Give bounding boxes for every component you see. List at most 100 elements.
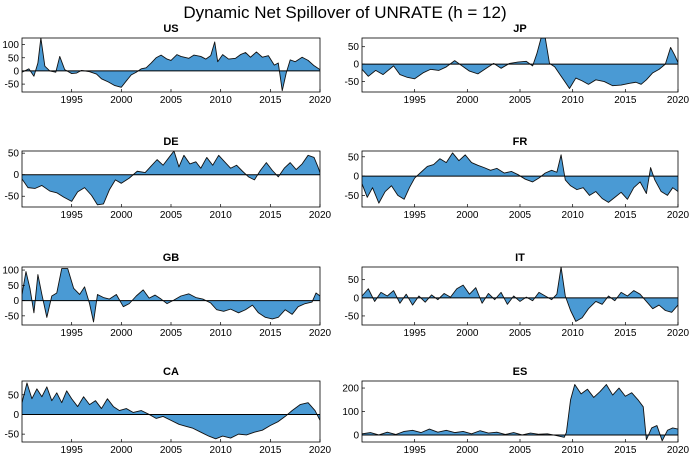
area-fill-it — [362, 267, 678, 322]
x-tick-label-gb: 2015 — [259, 328, 282, 339]
panel-title-es: ES — [513, 366, 528, 378]
y-tick-label-us: 100 — [2, 40, 19, 51]
x-tick-label-it: 1995 — [404, 328, 427, 339]
panel-de: DE -50 0 50 1995 2000 2005 2010 2015 2020 — [5, 136, 332, 221]
y-tick-label-de: 0 — [13, 170, 19, 181]
x-tick-label-es: 2000 — [456, 445, 479, 456]
x-tick-label-ca: 1995 — [61, 445, 84, 456]
area-fill-fr — [362, 152, 678, 204]
plot-area-it — [362, 267, 678, 322]
x-tick-label-de: 2015 — [259, 210, 282, 221]
panel-title-us: US — [163, 23, 178, 35]
x-tick-label-jp: 2000 — [456, 95, 479, 106]
y-tick-label-it: 50 — [348, 275, 360, 286]
area-fill-es — [362, 384, 678, 441]
y-tick-label-fr: 0 — [353, 172, 359, 183]
x-tick-label-es: 2015 — [614, 445, 637, 456]
x-tick-label-es: 2010 — [562, 445, 585, 456]
plot-area-fr — [362, 152, 678, 204]
x-tick-label-jp: 2005 — [509, 95, 532, 106]
x-tick-label-it: 2020 — [667, 328, 690, 339]
panel-us: US -50 0 50 100 1995 2000 2005 2010 2015 2020 — [2, 23, 331, 106]
panel-title-ca: CA — [163, 366, 179, 378]
y-tick-label-fr: 50 — [348, 152, 360, 163]
area-fill-us — [22, 38, 320, 91]
y-tick-label-it: -50 — [345, 311, 360, 322]
x-tick-label-gb: 2010 — [210, 328, 233, 339]
y-tick-label-de: -50 — [5, 192, 20, 203]
x-tick-label-it: 2015 — [614, 328, 637, 339]
y-tick-label-jp: -50 — [345, 77, 360, 88]
x-tick-label-ca: 2015 — [259, 445, 282, 456]
x-tick-label-us: 2010 — [210, 95, 233, 106]
x-tick-label-jp: 2020 — [667, 95, 690, 106]
x-tick-label-ca: 2000 — [110, 445, 133, 456]
y-tick-label-it: 0 — [353, 293, 359, 304]
y-tick-label-jp: 50 — [348, 42, 360, 53]
x-tick-label-de: 2005 — [160, 210, 183, 221]
panel-ca: CA -50 0 50 1995 2000 2005 2010 2015 2020 — [5, 366, 332, 456]
panel-title-gb: GB — [163, 252, 180, 264]
series-line-jp — [362, 38, 678, 89]
y-tick-label-es: 0 — [353, 430, 359, 441]
x-tick-label-fr: 2010 — [562, 210, 585, 221]
area-fill-gb — [22, 268, 320, 322]
x-tick-label-gb: 2005 — [160, 328, 183, 339]
panel-gb: GB -50 0 50 100 1995 2000 2005 2010 2015 2020 — [2, 252, 331, 339]
x-tick-label-ca: 2005 — [160, 445, 183, 456]
x-tick-label-jp: 2015 — [614, 95, 637, 106]
x-tick-label-de: 2000 — [110, 210, 133, 221]
x-tick-label-it: 2010 — [562, 328, 585, 339]
y-tick-label-ca: 0 — [13, 410, 19, 421]
series-line-ca — [22, 382, 320, 440]
x-tick-label-ca: 2010 — [210, 445, 233, 456]
panel-title-jp: JP — [513, 23, 526, 35]
y-tick-label-fr: -50 — [345, 191, 360, 202]
y-tick-label-gb: 50 — [8, 281, 20, 292]
x-tick-label-de: 2010 — [210, 210, 233, 221]
area-fill-ca — [22, 382, 320, 439]
x-tick-label-us: 2015 — [259, 95, 282, 106]
series-line-fr — [362, 152, 678, 204]
x-tick-label-fr: 2020 — [667, 210, 690, 221]
x-tick-label-es: 1995 — [404, 445, 427, 456]
y-tick-label-ca: 50 — [8, 390, 20, 401]
plot-area-es — [362, 384, 678, 442]
y-tick-label-es: 100 — [342, 407, 359, 418]
y-tick-label-us: -50 — [5, 80, 20, 91]
panel-title-it: IT — [515, 252, 525, 264]
y-tick-label-jp: 0 — [353, 60, 359, 71]
plot-area-jp — [362, 38, 678, 89]
panel-jp: JP -50 0 50 1995 2000 2005 2010 2015 2020 — [345, 23, 690, 106]
x-tick-label-gb: 2020 — [309, 328, 332, 339]
x-tick-label-us: 2020 — [309, 95, 332, 106]
x-tick-label-es: 2020 — [667, 445, 690, 456]
x-tick-label-it: 2000 — [456, 328, 479, 339]
panel-fr: FR -50 0 50 1995 2000 2005 2010 2015 2020 — [345, 136, 690, 221]
x-tick-label-es: 2005 — [509, 445, 532, 456]
plot-area-ca — [22, 382, 320, 440]
x-tick-label-ca: 2020 — [309, 445, 332, 456]
y-tick-label-es: 200 — [342, 384, 359, 395]
plot-area-de — [22, 151, 320, 206]
panel-title-fr: FR — [513, 136, 528, 148]
y-tick-label-gb: -50 — [5, 311, 20, 322]
x-tick-label-jp: 2010 — [562, 95, 585, 106]
y-tick-label-ca: -50 — [5, 430, 20, 441]
x-tick-label-fr: 2005 — [509, 210, 532, 221]
panel-title-de: DE — [163, 136, 178, 148]
x-tick-label-us: 2000 — [110, 95, 133, 106]
x-tick-label-fr: 2015 — [614, 210, 637, 221]
figure-title: Dynamic Net Spillover of UNRATE (h = 12) — [183, 3, 506, 22]
y-tick-label-us: 0 — [13, 66, 19, 77]
x-tick-label-fr: 1995 — [404, 210, 427, 221]
area-fill-jp — [362, 38, 678, 89]
plot-area-gb — [22, 268, 320, 323]
x-tick-label-gb: 1995 — [61, 328, 84, 339]
x-tick-label-jp: 1995 — [404, 95, 427, 106]
series-line-gb — [22, 268, 320, 323]
y-tick-label-gb: 0 — [13, 296, 19, 307]
x-tick-label-de: 1995 — [61, 210, 84, 221]
